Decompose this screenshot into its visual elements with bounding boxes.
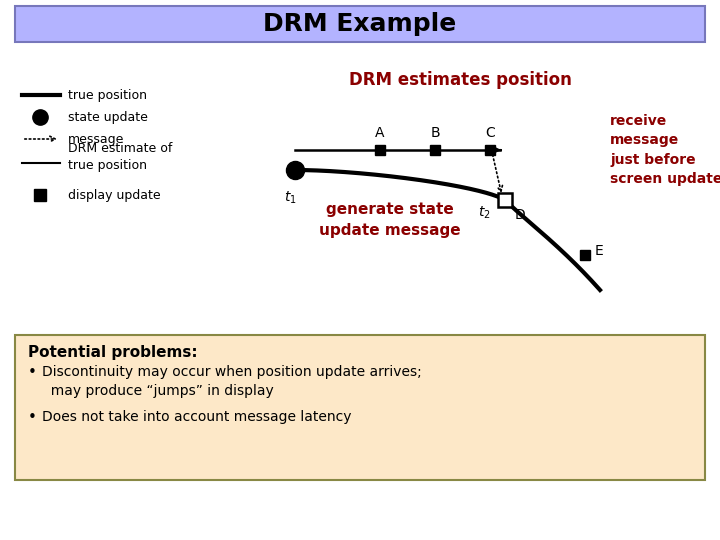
- Text: DRM estimate of
true position: DRM estimate of true position: [68, 142, 172, 172]
- Text: DRM Example: DRM Example: [264, 12, 456, 36]
- Text: receive
message
just before
screen update: receive message just before screen updat…: [610, 114, 720, 186]
- Text: display update: display update: [68, 188, 161, 201]
- Text: A: A: [375, 126, 384, 140]
- Text: DRM estimates position: DRM estimates position: [348, 71, 572, 89]
- Text: true position: true position: [68, 89, 147, 102]
- Text: E: E: [595, 244, 604, 258]
- Text: $t_1$: $t_1$: [284, 190, 297, 206]
- Text: C: C: [485, 126, 495, 140]
- Text: D: D: [515, 208, 526, 222]
- Bar: [15, 335, 705, 480]
- Text: message: message: [68, 132, 125, 145]
- Text: generate state
update message: generate state update message: [319, 202, 461, 238]
- Text: Does not take into account message latency: Does not take into account message laten…: [42, 410, 351, 424]
- Text: •: •: [28, 365, 37, 380]
- Text: $t_2$: $t_2$: [478, 205, 491, 221]
- Text: •: •: [28, 410, 37, 425]
- Text: Potential problems:: Potential problems:: [28, 345, 197, 360]
- Text: B: B: [430, 126, 440, 140]
- Bar: [15, 6, 705, 42]
- Text: Discontinuity may occur when position update arrives;
  may produce “jumps” in d: Discontinuity may occur when position up…: [42, 365, 422, 399]
- Text: state update: state update: [68, 111, 148, 124]
